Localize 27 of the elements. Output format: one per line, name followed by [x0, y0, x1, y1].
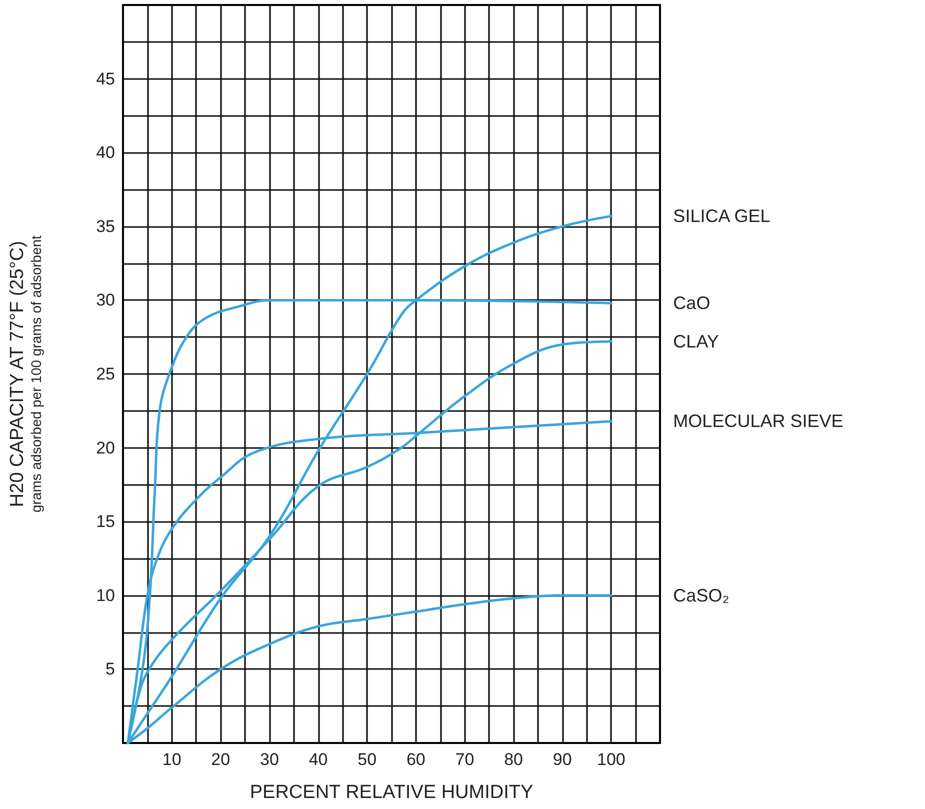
- y-tick-label: 20: [96, 438, 115, 458]
- y-tick-label: 40: [96, 143, 115, 162]
- x-tick-label: 40: [308, 750, 328, 769]
- text: grams adsorbed per 100 grams of adsorbent: [28, 235, 44, 513]
- y-tick-label: 5: [106, 660, 115, 679]
- y-tick-label: 45: [96, 69, 115, 88]
- x-tick-label: 100: [596, 750, 626, 769]
- x-tick-label: 30: [260, 750, 279, 769]
- x-tick-label: 20: [211, 750, 230, 769]
- x-tick-label: 10: [162, 750, 182, 769]
- x-tick-label: 80: [504, 750, 524, 769]
- text: CLAY: [673, 332, 719, 352]
- text: MOLECULAR SIEVE: [673, 411, 844, 432]
- x-tick-label: 90: [552, 750, 572, 769]
- x-axis-title: PERCENT RELATIVE HUMIDITY: [250, 782, 534, 803]
- y-tick-label: 15: [96, 512, 115, 532]
- y-axis-title: H20 CAPACITY AT 77°F (25°C): [7, 240, 28, 508]
- text: CaSO₂: [673, 585, 730, 606]
- y-tick-label: 35: [96, 216, 115, 236]
- y-tick-label: 10: [96, 586, 115, 605]
- text: SILICA GEL: [673, 206, 770, 226]
- x-tick-label: 60: [406, 750, 426, 769]
- y-tick-label: 25: [96, 364, 115, 384]
- text: CaO: [673, 293, 710, 314]
- y-tick-label: 30: [96, 290, 115, 310]
- x-tick-label: 50: [358, 750, 377, 769]
- x-tick-label: 70: [455, 750, 474, 769]
